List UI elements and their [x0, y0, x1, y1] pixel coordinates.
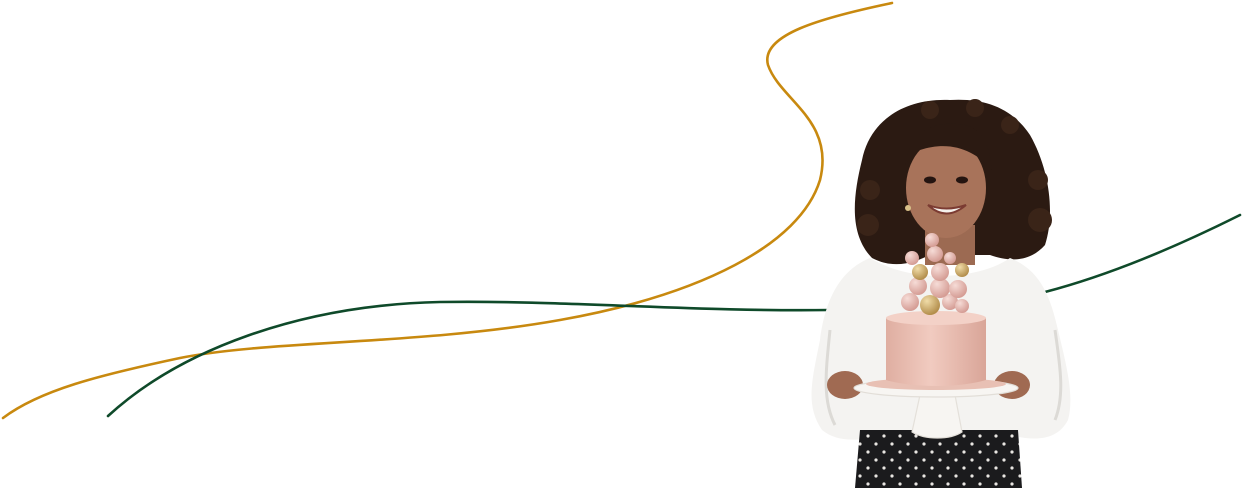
cake-topper-balls: [901, 233, 969, 315]
face: [906, 138, 986, 238]
green-curve-line: [106, 300, 832, 418]
gold-curve-line: [1, 1, 894, 420]
cake-stand: [911, 394, 963, 439]
green-curve-line-right: [1043, 213, 1242, 294]
skirt: [855, 430, 1022, 488]
cake: [853, 233, 1019, 439]
